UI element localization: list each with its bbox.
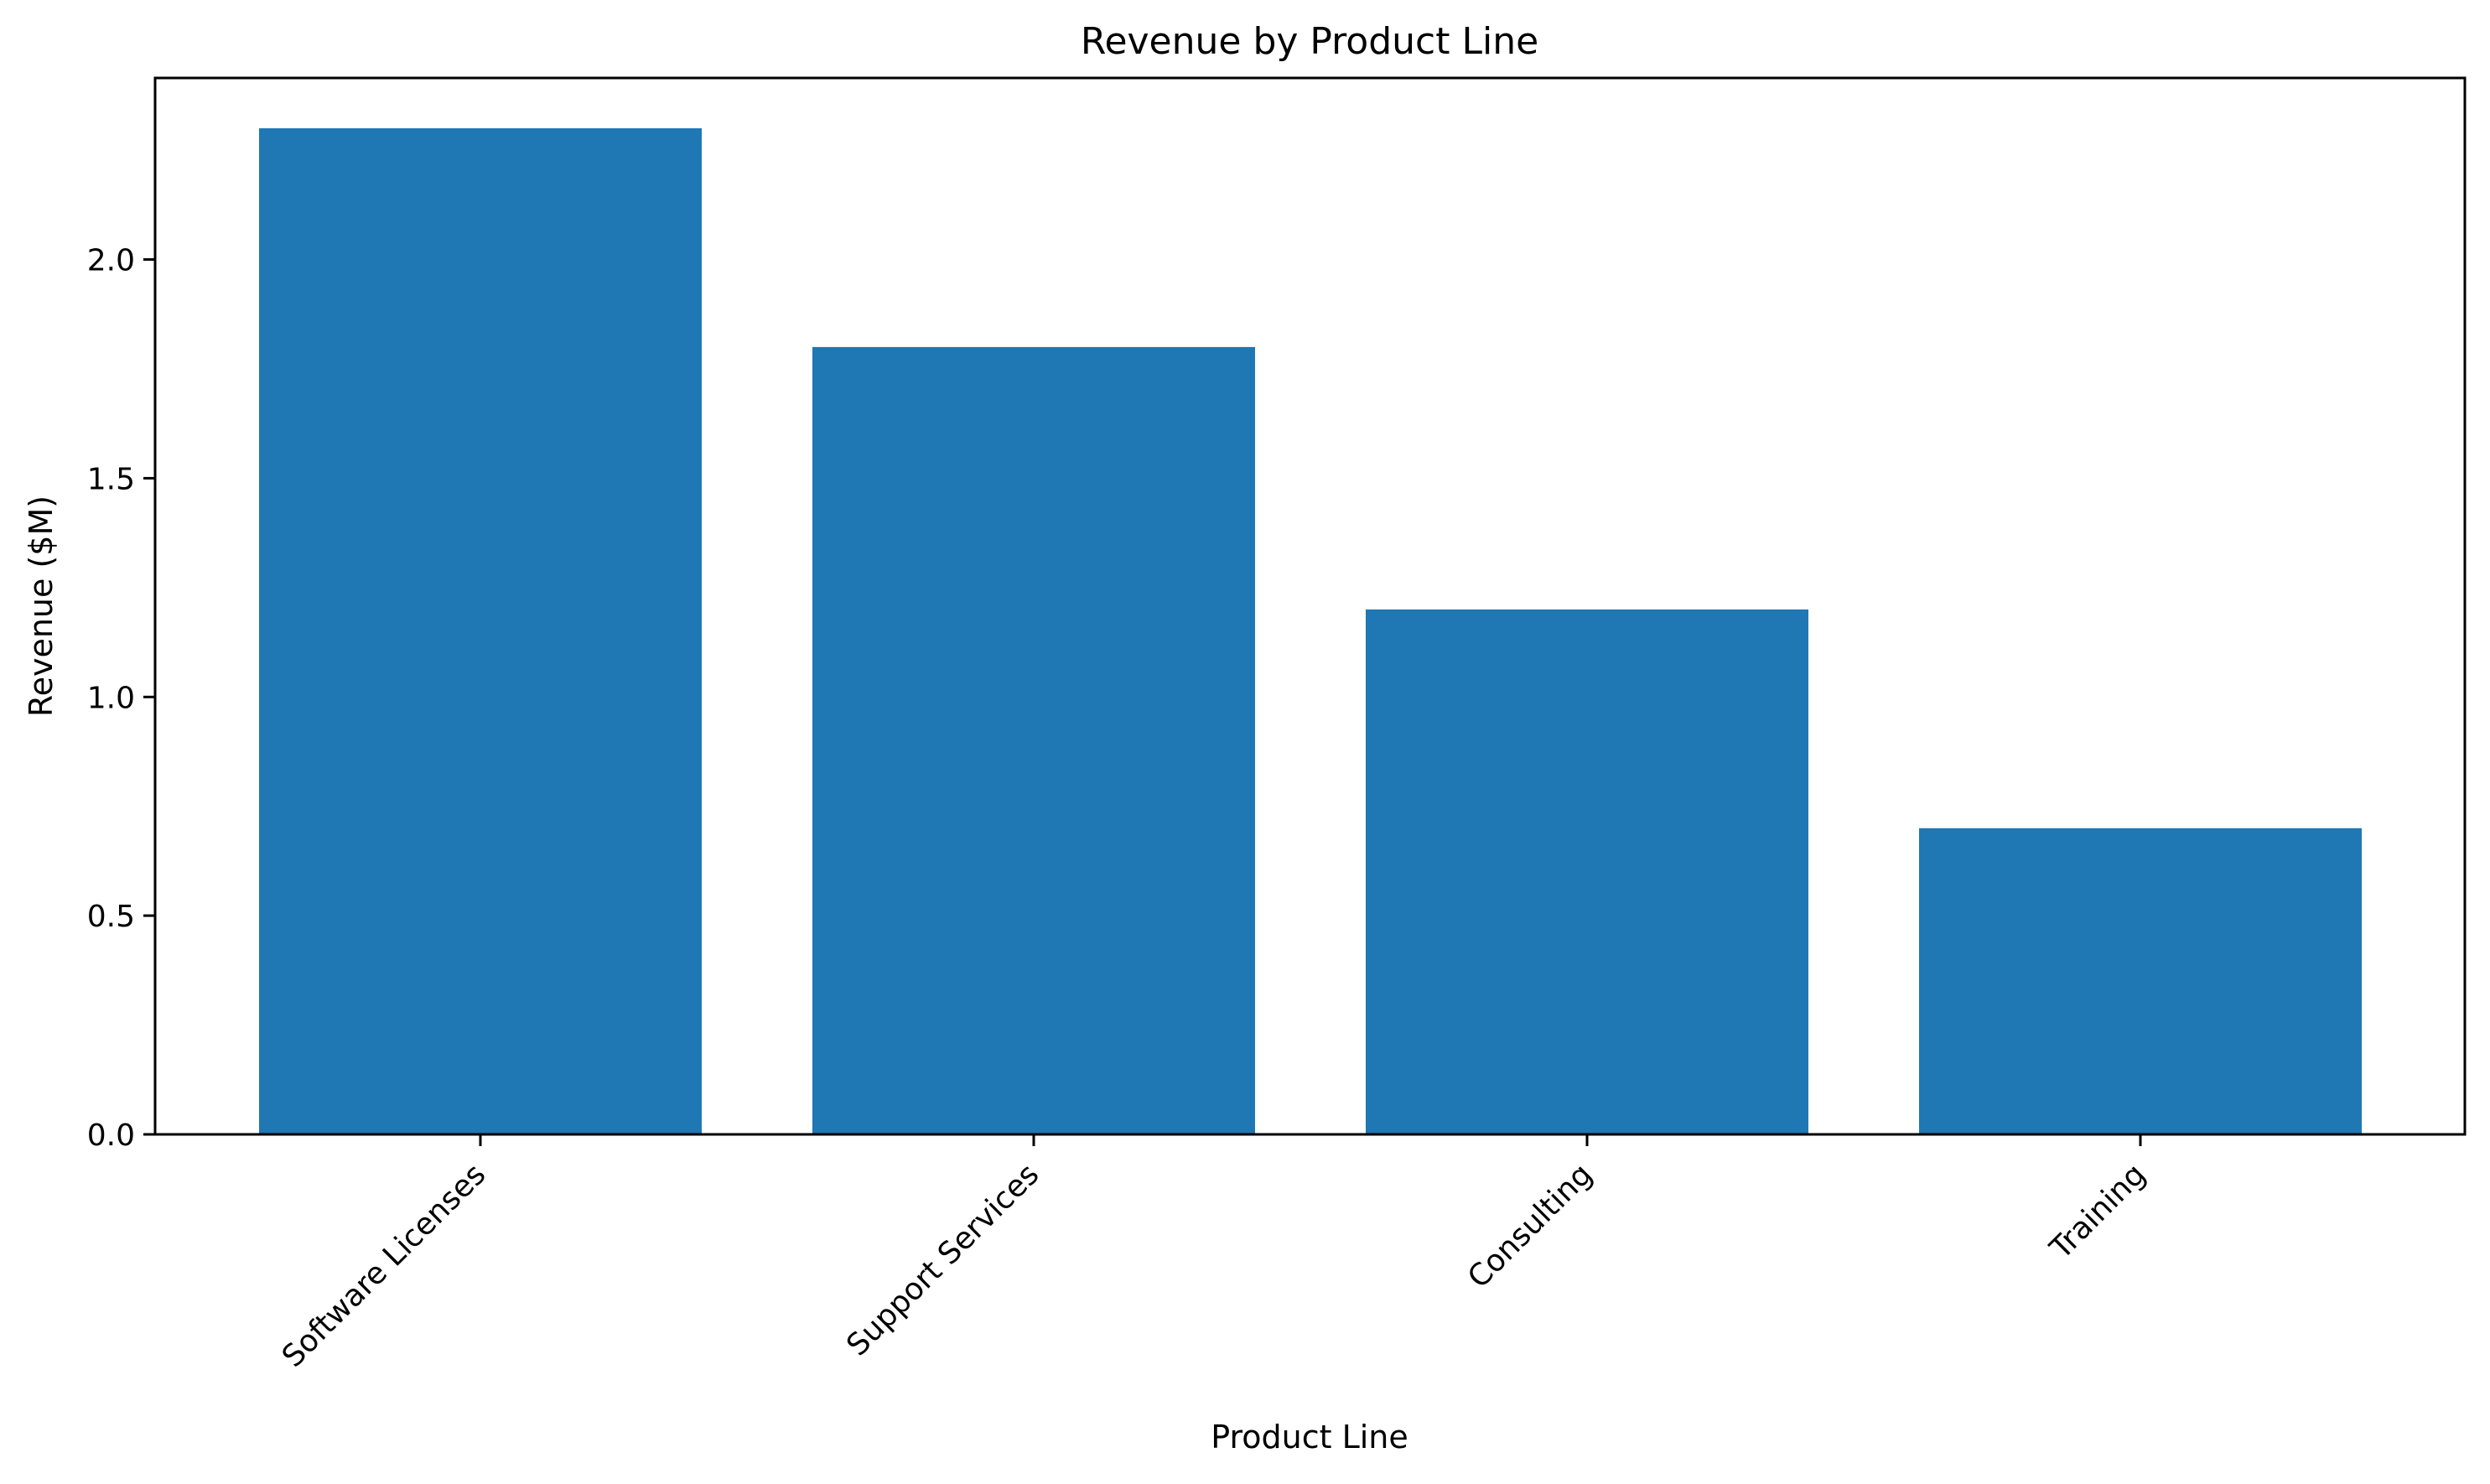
bar xyxy=(1366,609,1808,1134)
bar xyxy=(1919,828,2362,1134)
y-axis-ticks: 0.0 0.5 1.0 1.5 2.0 xyxy=(87,244,155,1153)
y-tick-label: 0.0 xyxy=(87,1118,135,1153)
chart-title: Revenue by Product Line xyxy=(1081,20,1538,63)
y-tick-label: 2.0 xyxy=(87,244,135,278)
y-tick-label: 1.5 xyxy=(87,462,135,496)
plot-frame xyxy=(153,76,2467,1136)
y-tick-label: 1.0 xyxy=(87,681,135,715)
y-axis-label: Revenue ($M) xyxy=(23,496,60,717)
y-tick-label: 0.5 xyxy=(87,900,135,934)
bars-layer xyxy=(259,128,2362,1134)
x-axis-label: Product Line xyxy=(1211,1419,1408,1455)
bar xyxy=(259,128,702,1134)
bar xyxy=(812,346,1255,1134)
